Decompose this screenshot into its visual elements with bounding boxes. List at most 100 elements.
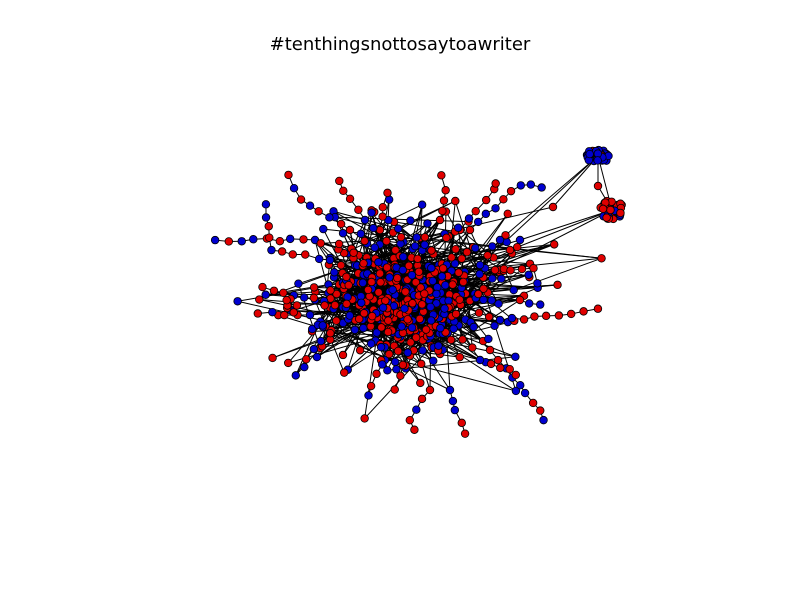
graph-node-red (471, 206, 480, 216)
graph-node-blue (509, 285, 518, 295)
graph-node-blue (398, 265, 408, 275)
graph-node-red (383, 327, 393, 337)
graph-node-red (264, 222, 273, 231)
graph-node-blue (423, 219, 432, 228)
graph-node-blue (491, 204, 500, 213)
graph-node-blue (410, 241, 420, 251)
graph-node-blue (524, 270, 533, 279)
graph-node-red (597, 254, 606, 263)
graph-node-red (280, 310, 289, 320)
graph-edge (366, 221, 395, 258)
graph-node-red (593, 181, 603, 191)
graph-node-red (536, 406, 545, 415)
graph-node-red (413, 254, 422, 263)
graph-node-blue (285, 234, 295, 244)
graph-node-red (320, 301, 329, 310)
graph-node-red (224, 237, 234, 246)
graph-node-blue (511, 352, 520, 361)
graph-node-blue (488, 242, 497, 251)
graph-node-red (437, 171, 446, 180)
graph-edge (494, 209, 613, 271)
graph-node-blue (475, 269, 484, 279)
graph-node-blue (464, 214, 474, 223)
graph-node-red (417, 359, 426, 369)
graph-node-red (479, 284, 488, 293)
graph-node-blue (434, 341, 443, 350)
graph-node-blue (585, 149, 594, 159)
graph-node-red (391, 245, 400, 255)
graph-node-blue (484, 334, 493, 344)
graph-node-red (593, 304, 603, 313)
graph-node-red (530, 312, 539, 321)
graph-node-red (529, 264, 538, 273)
graph-node-blue (507, 313, 517, 323)
graph-node-red (382, 263, 392, 272)
graph-node-blue (261, 213, 271, 222)
graph-node-red (376, 278, 385, 287)
graph-node-red (416, 283, 425, 292)
graph-edge (392, 200, 456, 233)
graph-node-red (503, 209, 512, 219)
graph-edge (519, 209, 613, 241)
graph-node-blue (330, 268, 339, 277)
graph-node-blue (356, 229, 366, 239)
graph-node-red (302, 355, 311, 364)
graph-node-blue (338, 229, 348, 238)
graph-node-blue (444, 296, 453, 306)
graph-edge (509, 209, 613, 251)
graph-node-blue (305, 310, 315, 320)
graph-node-red (460, 429, 470, 438)
graph-node-blue (511, 386, 521, 396)
graph-node-blue (299, 293, 309, 302)
graph-node-blue (372, 328, 382, 337)
graph-node-blue (449, 324, 458, 333)
graph-node-blue (593, 156, 602, 165)
graph-node-blue (367, 208, 376, 217)
graph-node-blue (533, 279, 542, 288)
graph-edge (442, 299, 521, 351)
graph-node-blue (454, 223, 463, 232)
graph-node-red (490, 265, 500, 275)
nodes-layer (210, 145, 626, 438)
graph-node-blue (494, 299, 503, 309)
graph-node-red (378, 202, 387, 212)
graph-node-blue (473, 217, 483, 227)
graph-node-red (496, 363, 505, 373)
graph-node-red (414, 267, 424, 276)
graph-node-red (439, 196, 449, 205)
graph-node-red (441, 186, 450, 195)
graph-node-red (448, 280, 457, 289)
graph-node-red (438, 264, 448, 273)
graph-node-red (363, 285, 373, 295)
graph-node-blue (366, 339, 376, 348)
graph-node-red (354, 205, 363, 215)
graph-node-blue (428, 276, 437, 286)
graph-node-red (355, 314, 364, 324)
graph-node-blue (420, 240, 429, 249)
graph-node-blue (237, 237, 246, 246)
graph-node-blue (378, 360, 387, 369)
graph-node-blue (369, 223, 378, 233)
graph-node-red (549, 240, 559, 249)
graph-node-blue (350, 325, 360, 335)
graph-node-blue (481, 209, 491, 219)
graph-node-red (336, 219, 346, 229)
graph-node-red (296, 195, 306, 204)
graph-node-blue (268, 307, 277, 317)
graph-node-blue (325, 213, 334, 222)
graph-node-red (483, 251, 492, 260)
graph-node-red (517, 264, 527, 274)
graph-node-red (367, 277, 376, 287)
graph-node-blue (417, 200, 427, 209)
graph-node-blue (316, 336, 326, 346)
graph-node-red (416, 378, 425, 388)
graph-edge (513, 257, 602, 291)
graph-node-red (338, 350, 348, 360)
graph-node-blue (524, 299, 534, 308)
graph-node-red (411, 278, 421, 287)
graph-node-red (451, 309, 461, 319)
graph-node-red (332, 316, 341, 325)
graph-node-blue (487, 296, 496, 305)
graph-node-blue (520, 388, 530, 398)
graph-node-red (528, 398, 538, 408)
